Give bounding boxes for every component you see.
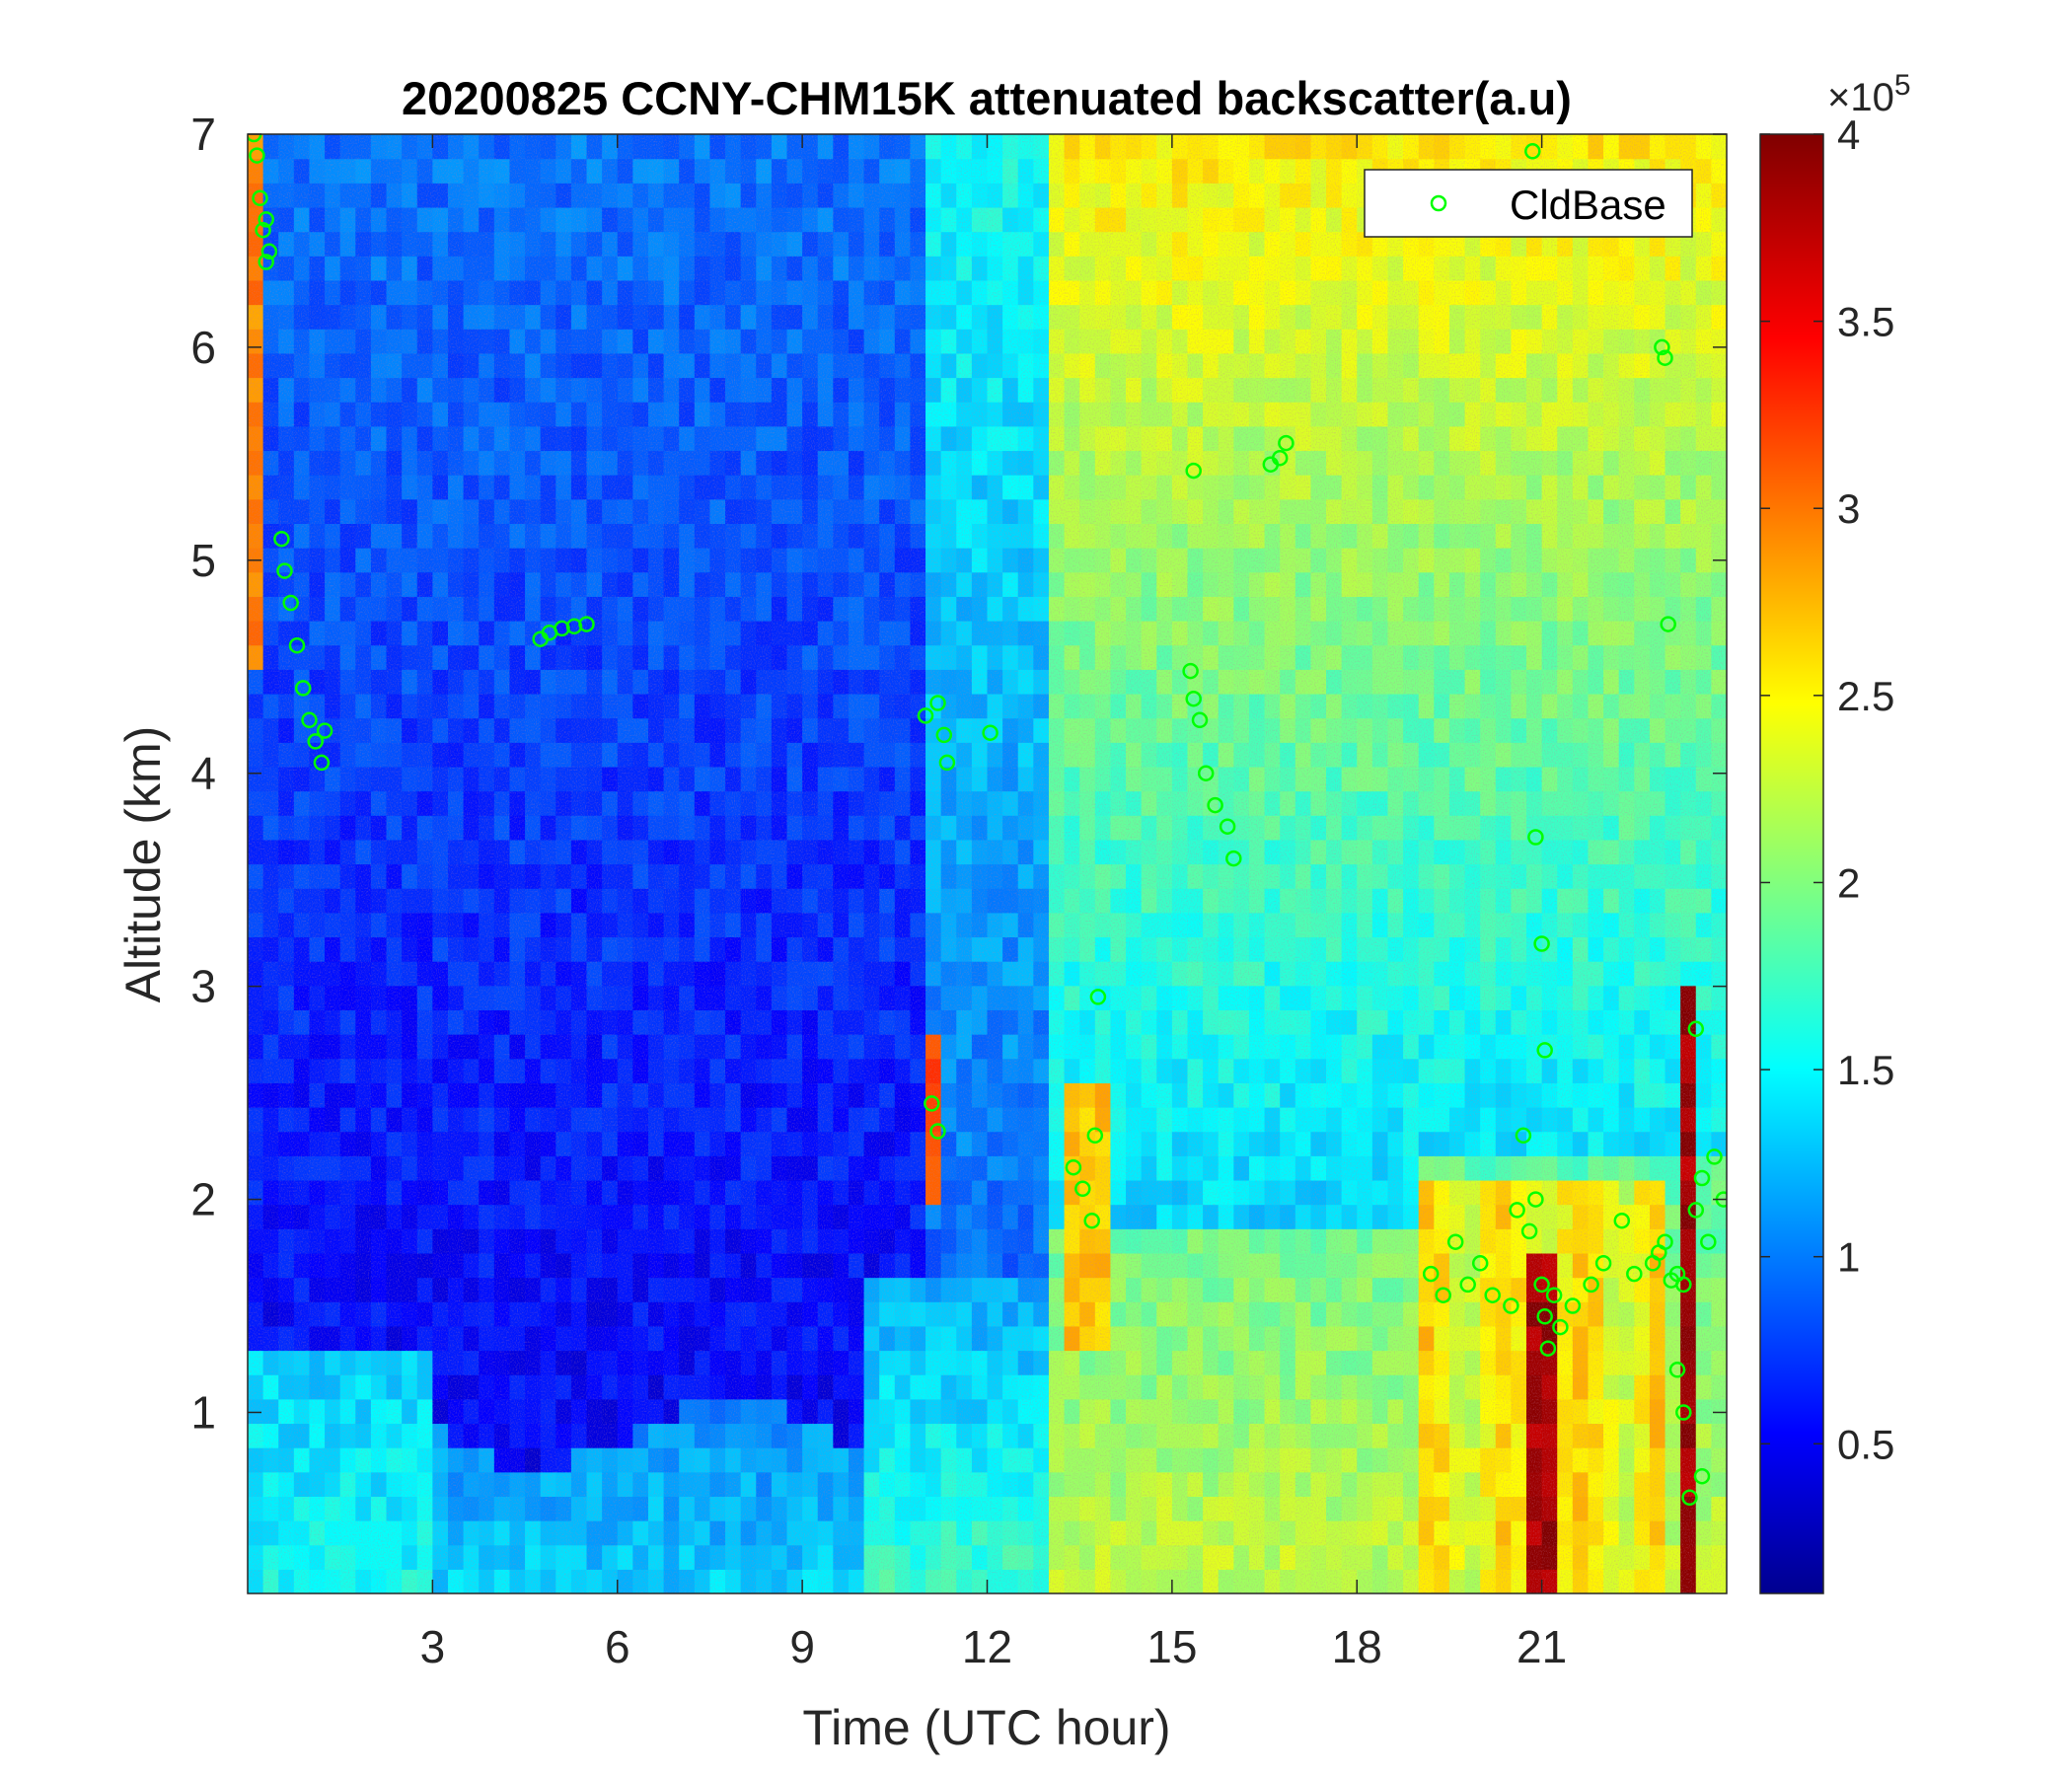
plot-area bbox=[248, 134, 1727, 1593]
